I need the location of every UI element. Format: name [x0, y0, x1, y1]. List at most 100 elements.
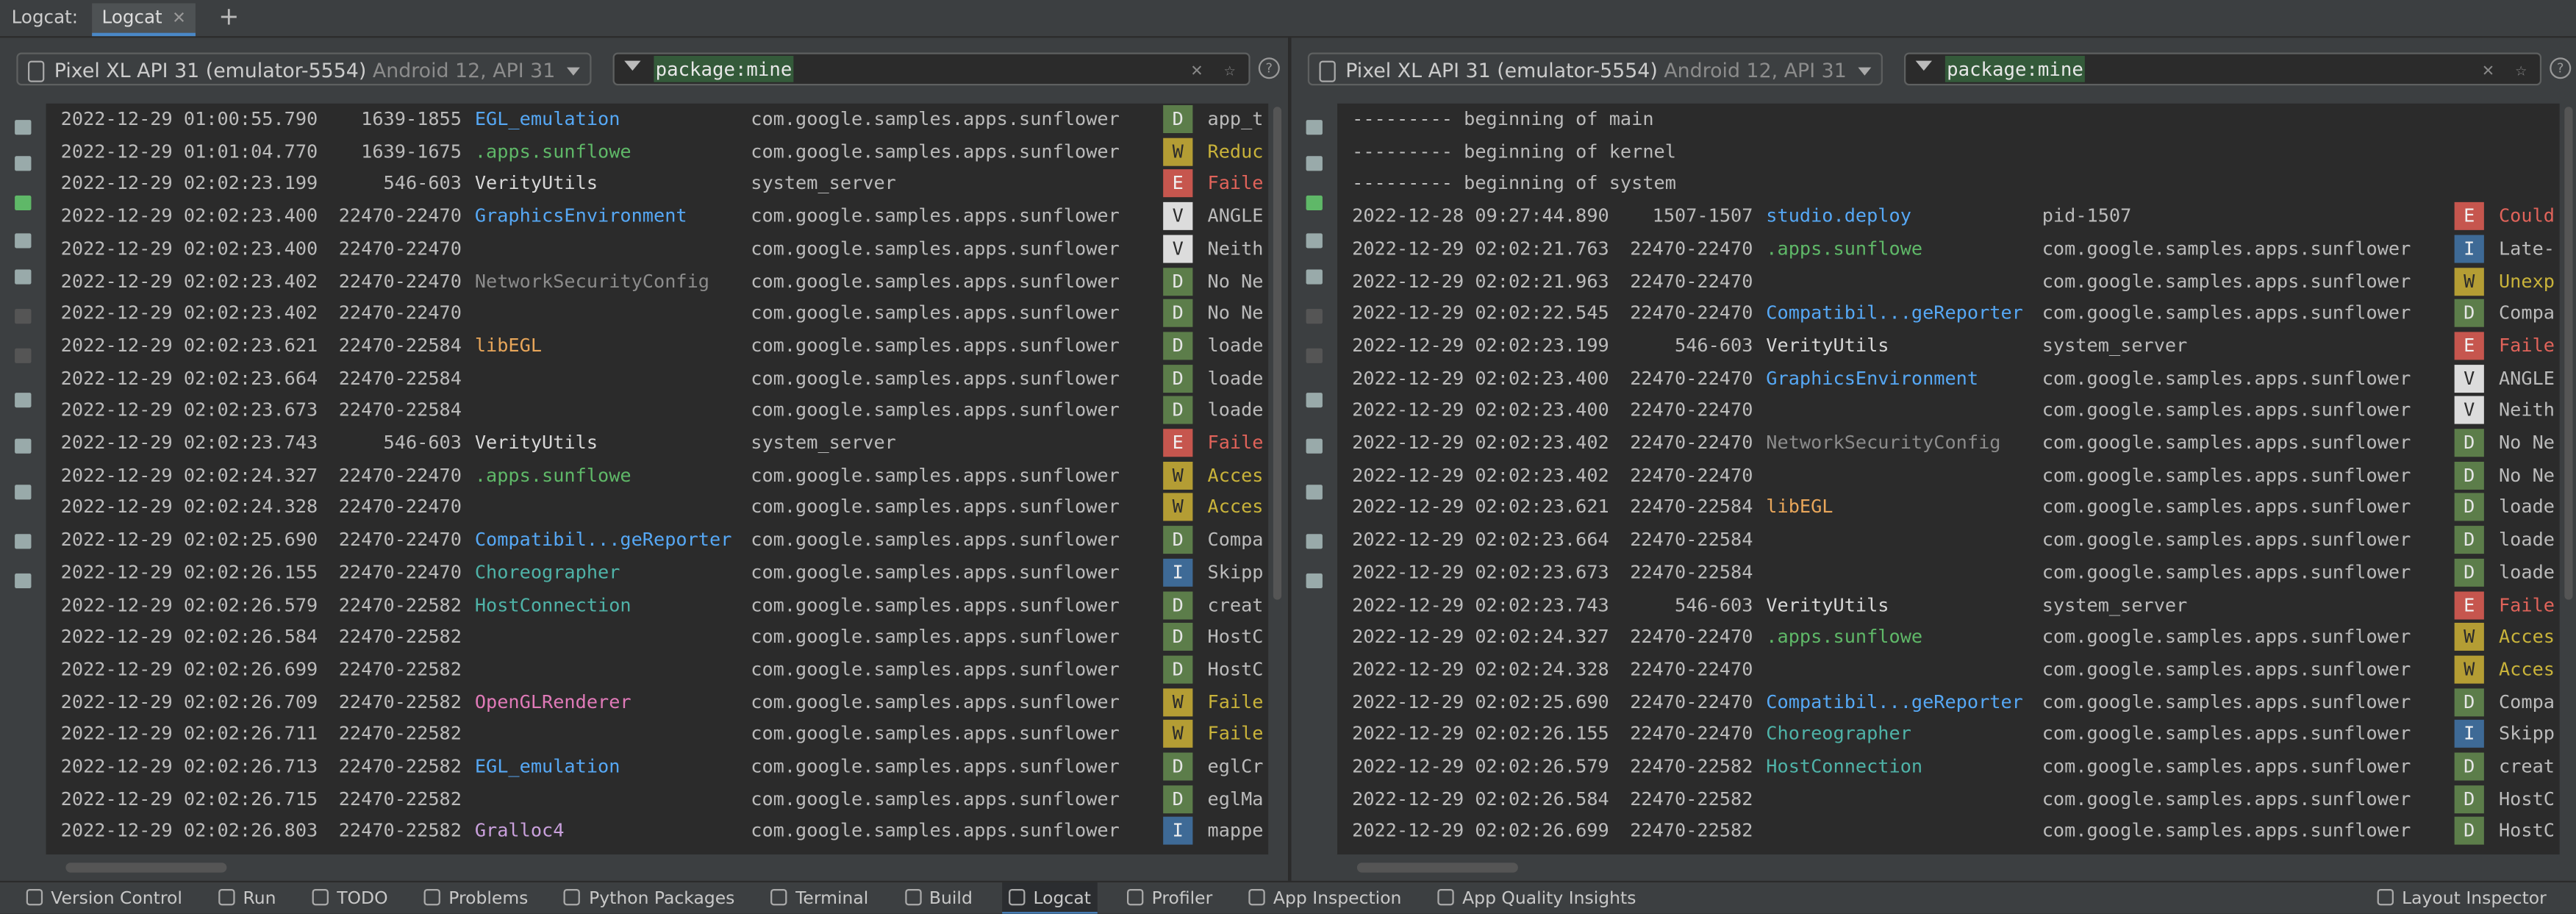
timestamp: 2022-12-29 02:02:23.400 — [60, 205, 318, 227]
tool-icon[interactable] — [1306, 573, 1323, 589]
process-id: 22470-22470 — [1630, 302, 1753, 324]
log-message: Faile — [2498, 335, 2555, 357]
tool-icon[interactable] — [1306, 233, 1323, 249]
tool-icon[interactable] — [1306, 195, 1323, 211]
log-row: 2022-12-29 02:02:24.328 22470-22470 com.go… — [1337, 654, 2560, 686]
filter-icon[interactable] — [624, 60, 641, 79]
tool-icon[interactable] — [15, 120, 32, 135]
device-selector[interactable]: Pixel XL API 31 (emulator-5554) Android … — [1307, 52, 1883, 86]
log-row: 2022-12-29 02:02:23.199 546-603 VerityUtil… — [1337, 330, 2560, 363]
log-message: Faile — [2498, 593, 2555, 615]
tool-window-button[interactable]: Run — [212, 882, 282, 913]
tool-icon[interactable] — [15, 393, 32, 408]
tool-icon[interactable] — [15, 485, 32, 500]
timestamp: 2022-12-29 02:02:23.400 — [60, 238, 318, 260]
splitter — [1288, 38, 1292, 881]
log-view: --------- beginning of main --------- beg… — [1337, 103, 2560, 855]
tool-label: Logcat: — [11, 6, 79, 28]
log-level: E — [2454, 332, 2484, 360]
log-row: 2022-12-29 02:02:24.327 22470-22470 .apps.… — [46, 460, 1269, 492]
close-icon[interactable]: ✕ — [172, 10, 186, 28]
filter-field[interactable]: package:mine ✕ ☆ — [1904, 52, 2542, 86]
tool-icon[interactable] — [15, 348, 32, 363]
tool-icon[interactable] — [15, 156, 32, 171]
log-row: 2022-12-29 02:02:23.400 22470-22470 Graphi… — [1337, 363, 2560, 395]
log-level: V — [1163, 202, 1193, 231]
vertical-scrollbar[interactable] — [2564, 107, 2573, 600]
tool-icon[interactable] — [1306, 309, 1323, 324]
log-message: Skipp — [1207, 561, 1264, 583]
favorite-icon[interactable]: ☆ — [2515, 57, 2527, 81]
log-message: Compa — [2498, 302, 2555, 324]
pane-toolbar: Pixel XL API 31 (emulator-5554) Android … — [0, 38, 1288, 100]
log-tag: .apps.sunflowe — [474, 140, 632, 163]
tool-window-button[interactable]: Logcat — [1002, 882, 1098, 914]
tool-icon[interactable] — [1306, 485, 1323, 500]
log-message: Late- — [2498, 238, 2555, 260]
tool-window-button[interactable]: TODO — [306, 882, 395, 913]
timestamp: 2022-12-29 02:02:23.199 — [60, 173, 318, 195]
tool-icon[interactable] — [15, 438, 32, 454]
tool-icon[interactable] — [1306, 348, 1323, 363]
log-tag: .apps.sunflowe — [1766, 238, 1923, 260]
log-header-line: --------- beginning of main — [1337, 104, 2560, 136]
tool-window-button[interactable]: App Quality Insights — [1431, 882, 1643, 913]
tool-window-button[interactable]: Build — [898, 882, 978, 913]
log-message: No Ne — [1207, 270, 1264, 292]
tool-icon[interactable] — [1306, 534, 1323, 549]
log-tag: OpenGLRenderer — [474, 690, 632, 713]
horizontal-scrollbar[interactable] — [1356, 863, 1518, 873]
tool-icon[interactable] — [15, 269, 32, 285]
package-name: system_server — [2042, 593, 2188, 615]
package-name: com.google.samples.apps.sunflower — [2042, 820, 2411, 843]
tool-icon[interactable] — [15, 309, 32, 324]
log-level: D — [1163, 526, 1193, 554]
log-level: D — [1163, 267, 1193, 296]
favorite-icon[interactable]: ☆ — [1223, 57, 1236, 81]
clear-icon[interactable]: ✕ — [2482, 57, 2494, 81]
log-level: D — [1163, 332, 1193, 360]
tool-icon[interactable] — [1306, 269, 1323, 285]
filter-field[interactable]: package:mine ✕ ☆ — [612, 52, 1251, 86]
timestamp: 2022-12-29 02:02:26.699 — [60, 658, 318, 680]
tool-icon[interactable] — [1306, 393, 1323, 408]
tool-icon[interactable] — [1306, 156, 1323, 171]
tool-window-button[interactable]: Version Control — [20, 882, 189, 913]
log-level: V — [2454, 396, 2484, 425]
log-message: No Ne — [2498, 432, 2555, 454]
add-tab[interactable]: + — [218, 1, 240, 32]
tool-window-button[interactable]: Problems — [418, 882, 535, 913]
log-row: 2022-12-29 02:02:23.402 22470-22470 com.go… — [46, 298, 1269, 330]
package-name: com.google.samples.apps.sunflower — [2042, 399, 2411, 421]
process-id: 22470-22584 — [1630, 496, 1753, 518]
tab[interactable]: Logcat ✕ — [92, 3, 196, 37]
tool-icon[interactable] — [15, 573, 32, 589]
tool-icon[interactable] — [15, 233, 32, 249]
horizontal-scrollbar[interactable] — [65, 863, 227, 873]
log-row: 2022-12-29 02:02:22.545 22470-22470 Compat… — [1337, 298, 2560, 330]
help-icon[interactable]: ? — [1258, 57, 1280, 79]
tool-window-button[interactable]: Terminal — [765, 882, 876, 913]
tool-window-button[interactable]: Profiler — [1120, 882, 1219, 913]
device-selector[interactable]: Pixel XL API 31 (emulator-5554) Android … — [16, 52, 592, 86]
log-message: Neith — [1207, 238, 1264, 260]
process-id: 1639-1675 — [361, 140, 462, 163]
timestamp: 2022-12-29 02:02:26.711 — [60, 723, 318, 745]
vertical-scrollbar[interactable] — [1273, 107, 1282, 600]
filter-icon[interactable] — [1915, 60, 1933, 79]
help-icon[interactable]: ? — [2550, 57, 2572, 79]
log-message: loade — [1207, 367, 1264, 389]
tool-icon[interactable] — [1306, 438, 1323, 454]
device-detail: Android 12, API 31 — [372, 59, 556, 82]
tool-icon[interactable] — [15, 195, 32, 211]
tool-window-button[interactable]: Layout Inspector — [2371, 882, 2553, 913]
package-name: com.google.samples.apps.sunflower — [751, 464, 1120, 486]
tool-icon[interactable] — [15, 534, 32, 549]
clear-icon[interactable]: ✕ — [1191, 57, 1203, 81]
tool-icon[interactable] — [1306, 120, 1323, 135]
log-tag: Choreographer — [474, 561, 620, 583]
tool-window-button[interactable]: App Inspection — [1242, 882, 1408, 913]
process-id: 22470-22582 — [338, 820, 462, 843]
tool-window-button[interactable]: Python Packages — [558, 882, 742, 913]
